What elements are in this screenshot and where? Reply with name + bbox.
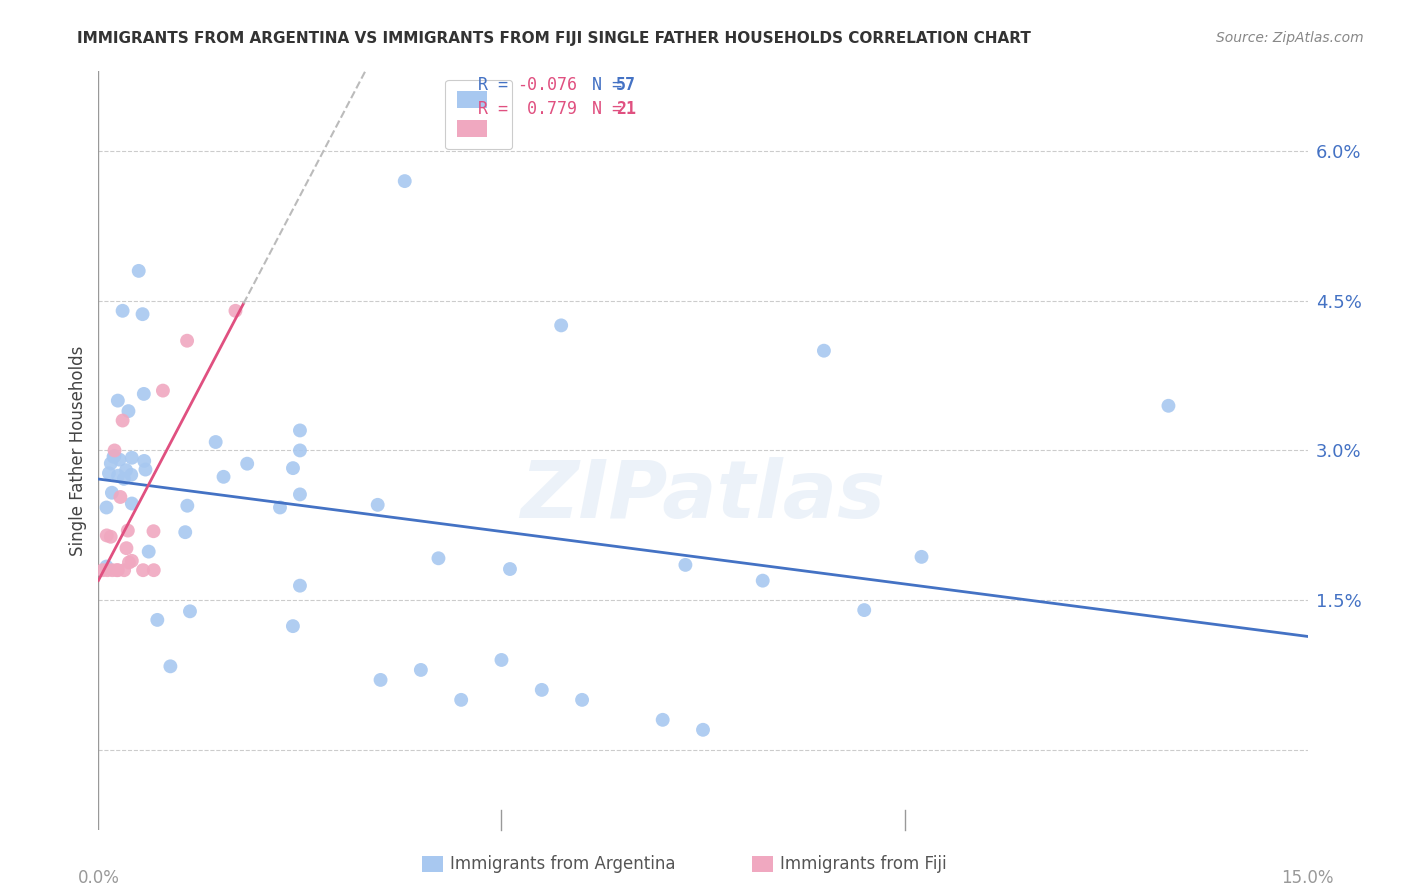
Point	[370, 673, 392, 687]
Point	[853, 603, 876, 617]
Point	[212, 470, 235, 484]
Point	[111, 303, 134, 318]
Point	[409, 663, 432, 677]
Point	[1157, 399, 1180, 413]
Point	[224, 303, 246, 318]
Point	[117, 404, 139, 418]
Point	[146, 613, 169, 627]
Point	[121, 450, 143, 465]
Point	[117, 524, 139, 538]
Text: ZIPatlas: ZIPatlas	[520, 457, 886, 535]
Point	[97, 467, 120, 481]
Text: R =: R =	[478, 76, 517, 94]
Point	[142, 524, 165, 539]
Point	[138, 544, 160, 558]
Point	[550, 318, 572, 333]
Point	[288, 579, 311, 593]
Text: 15.0%: 15.0%	[1281, 870, 1334, 888]
Text: -0.076: -0.076	[517, 76, 578, 94]
Point	[176, 499, 198, 513]
Point	[96, 528, 118, 542]
Point	[813, 343, 835, 358]
Point	[288, 487, 311, 501]
Point	[103, 450, 125, 464]
Point	[112, 563, 135, 577]
Point	[288, 424, 311, 438]
Point	[281, 461, 304, 475]
Point	[96, 563, 118, 577]
Point	[673, 558, 696, 572]
Point	[121, 496, 143, 510]
Point	[107, 393, 129, 408]
Point	[132, 387, 155, 401]
Point	[108, 452, 131, 467]
Point	[142, 563, 165, 577]
Point	[450, 693, 472, 707]
Point	[499, 562, 522, 576]
Point	[692, 723, 714, 737]
Point	[571, 693, 593, 707]
Text: 0.0%: 0.0%	[77, 870, 120, 888]
Text: R =: R =	[478, 100, 517, 118]
Point	[103, 449, 125, 463]
Point	[128, 264, 150, 278]
Point	[118, 556, 141, 570]
Point	[236, 457, 259, 471]
Point	[131, 307, 153, 321]
Point	[152, 384, 174, 398]
Point	[179, 604, 201, 618]
Point	[204, 435, 226, 450]
Point	[115, 463, 138, 477]
Point	[107, 468, 129, 483]
Point	[394, 174, 416, 188]
Text: 57: 57	[616, 76, 636, 94]
Point	[112, 472, 135, 486]
Point	[96, 559, 118, 574]
Point	[103, 443, 125, 458]
Point	[910, 549, 932, 564]
Text: IMMIGRANTS FROM ARGENTINA VS IMMIGRANTS FROM FIJI SINGLE FATHER HOUSEHOLDS CORRE: IMMIGRANTS FROM ARGENTINA VS IMMIGRANTS …	[77, 31, 1031, 46]
Legend: , : ,	[446, 79, 512, 149]
Point	[115, 541, 138, 556]
Point	[159, 659, 181, 673]
Point	[120, 467, 142, 482]
Point	[101, 563, 124, 577]
Point	[134, 454, 156, 468]
Point	[107, 563, 129, 577]
Text: 21: 21	[616, 100, 636, 118]
Point	[288, 443, 311, 458]
Y-axis label: Single Father Households: Single Father Households	[69, 345, 87, 556]
Point	[134, 462, 156, 476]
Point	[110, 490, 132, 504]
Text: N =: N =	[572, 100, 633, 118]
Text: Immigrants from Fiji: Immigrants from Fiji	[780, 855, 948, 873]
Point	[751, 574, 773, 588]
Point	[132, 563, 155, 577]
Point	[91, 563, 114, 577]
Text: Immigrants from Argentina: Immigrants from Argentina	[450, 855, 675, 873]
Point	[281, 619, 304, 633]
Point	[100, 456, 122, 470]
Point	[105, 563, 128, 577]
Point	[96, 500, 118, 515]
Point	[174, 525, 197, 540]
Point	[111, 413, 134, 427]
Point	[367, 498, 389, 512]
Point	[269, 500, 291, 515]
Text: N =: N =	[572, 76, 633, 94]
Point	[427, 551, 450, 566]
Text: Source: ZipAtlas.com: Source: ZipAtlas.com	[1216, 31, 1364, 45]
Text: 0.779: 0.779	[517, 100, 578, 118]
Point	[176, 334, 198, 348]
Point	[101, 485, 124, 500]
Point	[100, 530, 122, 544]
Point	[530, 682, 553, 697]
Point	[121, 554, 143, 568]
Point	[491, 653, 513, 667]
Point	[651, 713, 673, 727]
